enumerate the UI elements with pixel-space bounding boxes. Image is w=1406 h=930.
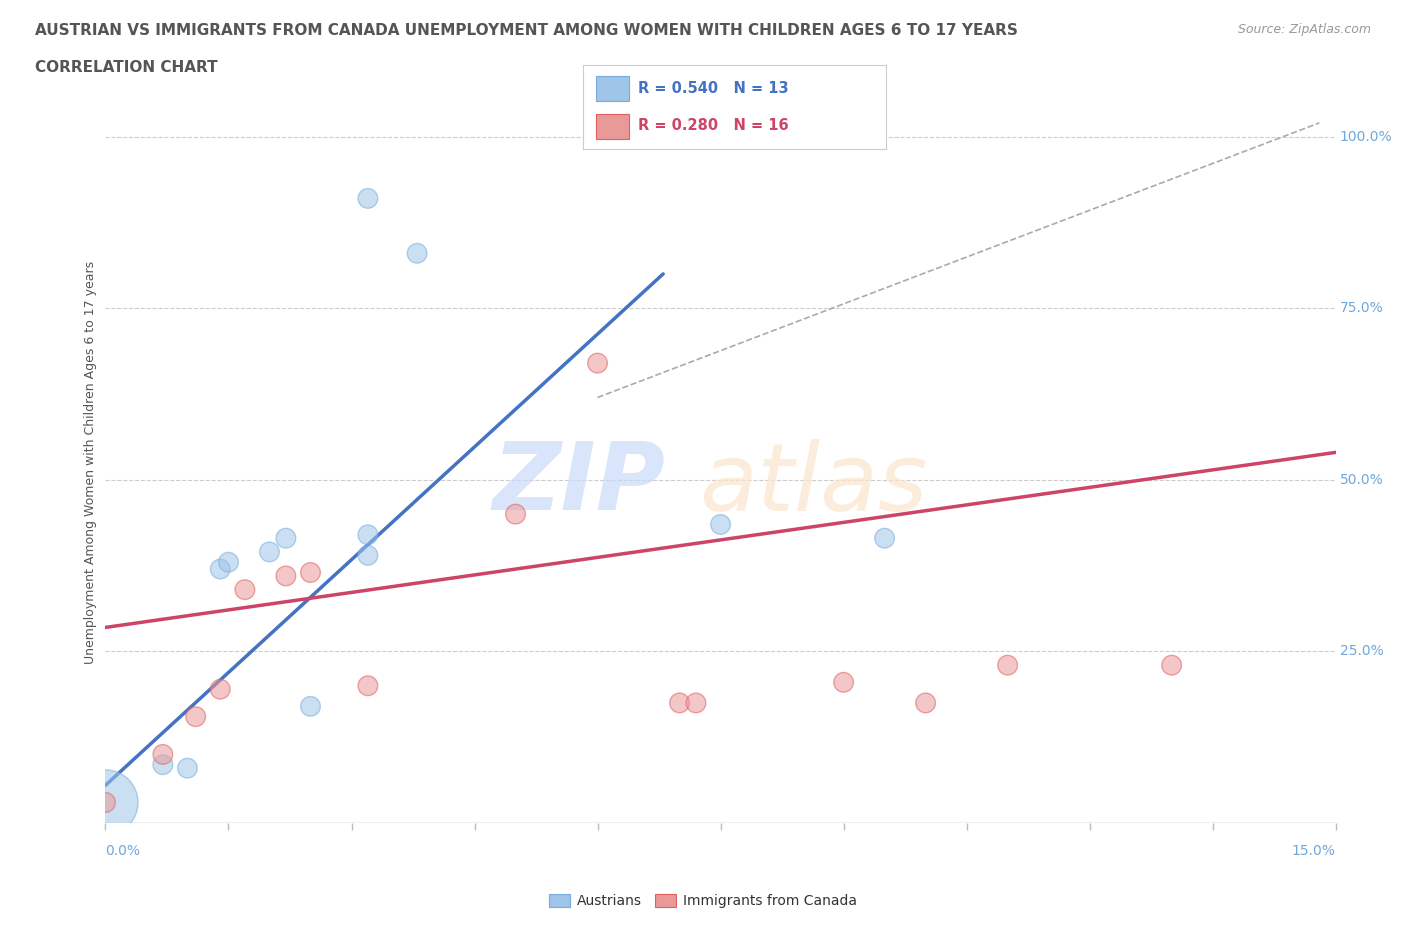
- Point: [406, 246, 429, 260]
- Point: [710, 517, 733, 532]
- Point: [152, 747, 174, 762]
- Text: atlas: atlas: [699, 439, 927, 530]
- Y-axis label: Unemployment Among Women with Children Ages 6 to 17 years: Unemployment Among Women with Children A…: [84, 261, 97, 664]
- Point: [586, 355, 609, 370]
- Point: [1160, 658, 1182, 672]
- Point: [274, 568, 297, 583]
- Point: [832, 675, 855, 690]
- Point: [357, 548, 380, 563]
- Bar: [596, 113, 628, 139]
- Point: [873, 531, 896, 546]
- Point: [299, 699, 322, 714]
- Point: [94, 795, 117, 810]
- Text: 0.0%: 0.0%: [105, 844, 141, 858]
- Text: AUSTRIAN VS IMMIGRANTS FROM CANADA UNEMPLOYMENT AMONG WOMEN WITH CHILDREN AGES 6: AUSTRIAN VS IMMIGRANTS FROM CANADA UNEMP…: [35, 23, 1018, 38]
- Point: [505, 507, 527, 522]
- Point: [357, 678, 380, 693]
- Point: [176, 761, 198, 776]
- Text: 75.0%: 75.0%: [1340, 301, 1384, 315]
- Point: [274, 531, 297, 546]
- Point: [299, 565, 322, 580]
- Text: R = 0.540   N = 13: R = 0.540 N = 13: [638, 81, 789, 96]
- Text: R = 0.280   N = 16: R = 0.280 N = 16: [638, 118, 789, 133]
- Point: [94, 795, 117, 810]
- Point: [914, 696, 936, 711]
- Point: [685, 696, 707, 711]
- Point: [668, 696, 690, 711]
- Point: [184, 710, 207, 724]
- Point: [357, 527, 380, 542]
- Text: CORRELATION CHART: CORRELATION CHART: [35, 60, 218, 75]
- Legend: Austrians, Immigrants from Canada: Austrians, Immigrants from Canada: [543, 889, 863, 914]
- Point: [209, 682, 232, 697]
- Text: ZIP: ZIP: [492, 438, 665, 530]
- Text: 100.0%: 100.0%: [1340, 129, 1392, 143]
- Point: [233, 582, 256, 597]
- Point: [997, 658, 1019, 672]
- Text: 50.0%: 50.0%: [1340, 472, 1384, 486]
- Point: [152, 757, 174, 772]
- Point: [218, 555, 240, 570]
- Text: 15.0%: 15.0%: [1292, 844, 1336, 858]
- Point: [259, 544, 281, 559]
- Text: Source: ZipAtlas.com: Source: ZipAtlas.com: [1237, 23, 1371, 36]
- Point: [209, 562, 232, 577]
- Text: 25.0%: 25.0%: [1340, 644, 1384, 658]
- Point: [357, 191, 380, 206]
- Bar: [596, 76, 628, 101]
